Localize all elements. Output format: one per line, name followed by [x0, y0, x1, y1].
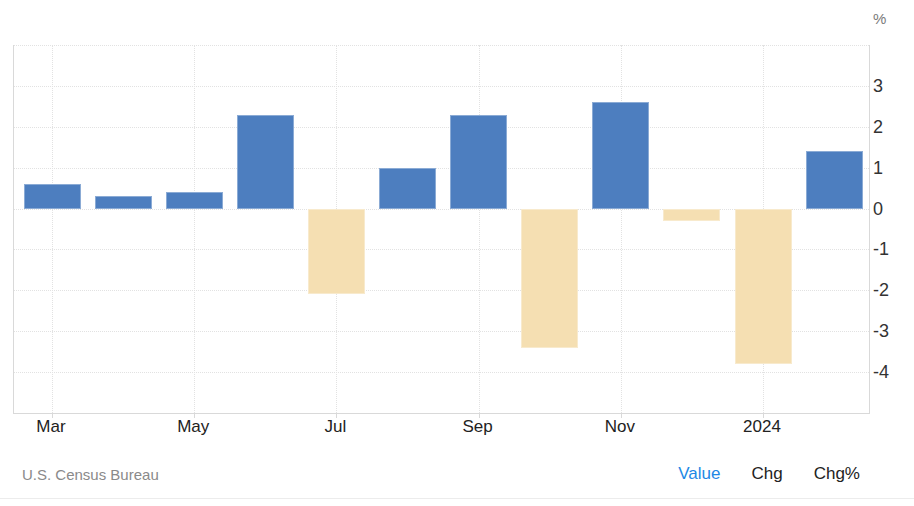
y-axis-tick-label: -3: [873, 320, 913, 342]
plot-area: [13, 45, 870, 414]
x-axis-tick-label: Nov: [575, 417, 665, 437]
gridline-v: [194, 45, 195, 413]
bar-Dec[interactable]: [663, 209, 720, 221]
x-axis-tick-label: Sep: [433, 417, 523, 437]
bar-Feb[interactable]: [806, 151, 863, 208]
bar-Jul[interactable]: [308, 209, 365, 295]
gridline-v: [479, 45, 480, 413]
y-axis-tick-label: 0: [873, 198, 913, 220]
bar-Jun[interactable]: [237, 115, 294, 209]
y-axis-tick-label: 2: [873, 116, 913, 138]
gridline-h: [14, 168, 869, 169]
bar-Sep[interactable]: [450, 115, 507, 209]
x-axis-tick-label: Jul: [290, 417, 380, 437]
x-axis-tick-label: Mar: [6, 417, 96, 437]
gridline-h: [14, 86, 869, 87]
chart-footer: U.S. Census Bureau Value Chg Chg%: [0, 463, 914, 489]
footer-links: Value Chg Chg%: [678, 464, 860, 484]
bottom-divider: [0, 498, 914, 499]
gridline-h: [14, 127, 869, 128]
gridline-v: [621, 45, 622, 413]
y-axis-tick-label: 3: [873, 75, 913, 97]
gridline-h: [14, 45, 869, 46]
chart-page: % 3 2 1 0 -1 -2 -3 -4 Mar May Jul Sep Nov 2024 U.S. …: [0, 0, 914, 506]
x-axis-tick-label: May: [148, 417, 238, 437]
y-axis-tick-label: -2: [873, 279, 913, 301]
bar-Nov[interactable]: [592, 102, 649, 208]
gridline-h: [14, 372, 869, 373]
y-axis-tick-label: -1: [873, 238, 913, 260]
x-axis-tick-label: 2024: [717, 417, 807, 437]
bar-2024[interactable]: [735, 209, 792, 364]
footer-link-value[interactable]: Value: [678, 464, 720, 484]
bar-May[interactable]: [166, 192, 223, 208]
y-axis-tick-label: -4: [873, 361, 913, 383]
source-attribution: U.S. Census Bureau: [22, 466, 159, 483]
bar-Mar[interactable]: [24, 184, 81, 209]
footer-link-chg[interactable]: Chg: [752, 464, 783, 484]
bar-Apr[interactable]: [95, 196, 152, 208]
y-axis-tick-label: 1: [873, 157, 913, 179]
footer-link-chg[interactable]: Chg%: [814, 464, 860, 484]
y-axis-unit-label: %: [873, 10, 886, 27]
bar-Aug[interactable]: [379, 168, 436, 209]
gridline-v: [52, 45, 53, 413]
bar-Oct[interactable]: [521, 209, 578, 348]
